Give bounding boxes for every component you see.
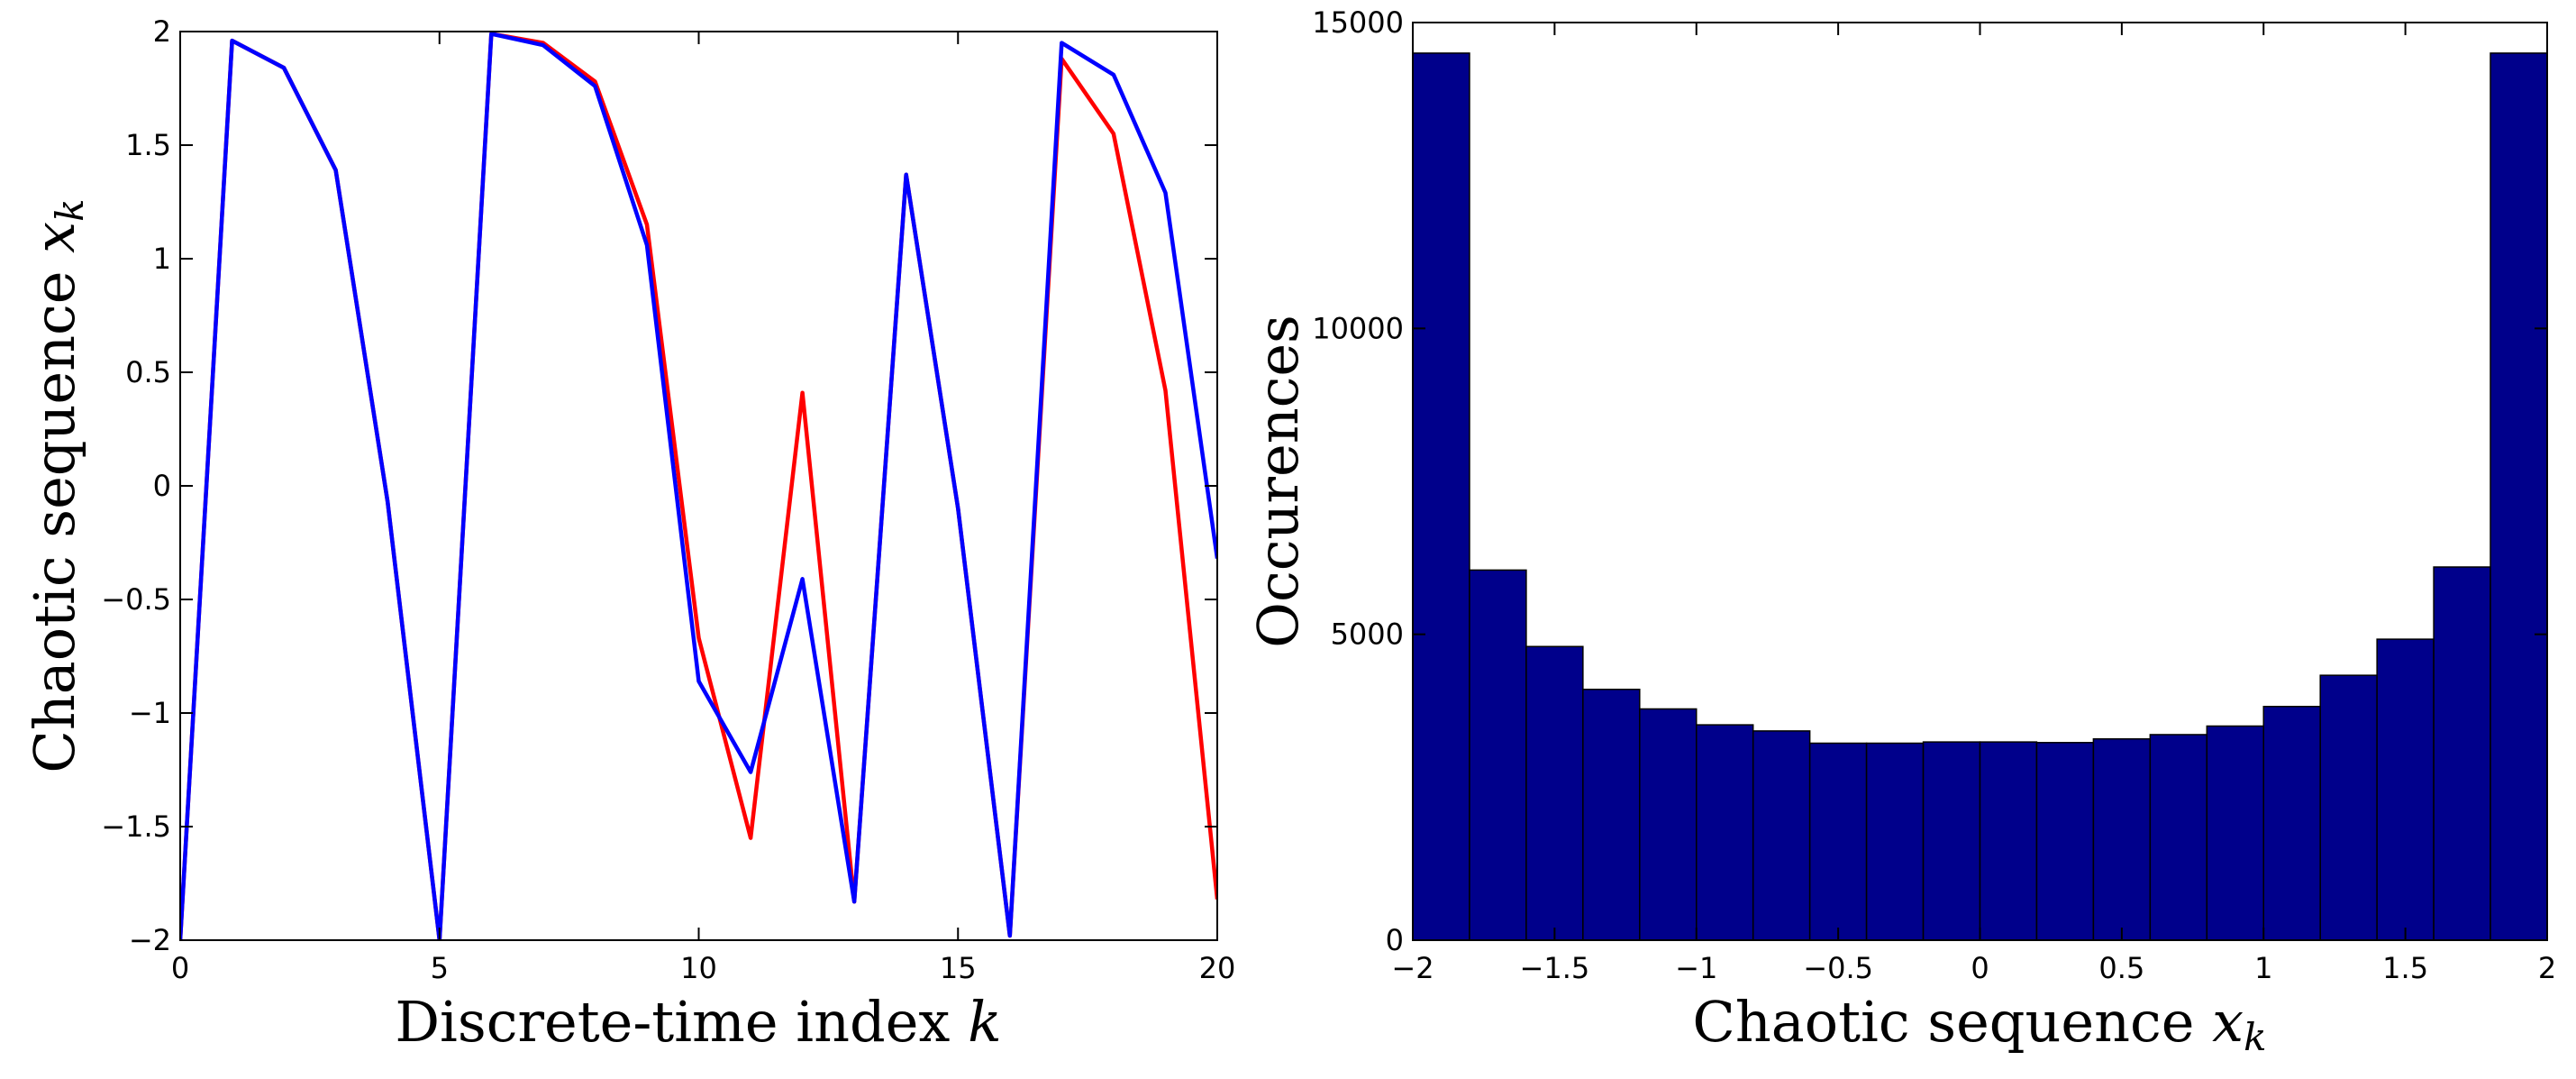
y-tick-label: 1.5 — [125, 128, 171, 162]
histogram-y-axis-label: Occurences — [1245, 315, 1311, 648]
line-chart-y-axis-label: Chaotic sequence xk — [22, 198, 92, 773]
y-tick-label: −1.5 — [101, 809, 171, 844]
histogram-frame — [1412, 22, 2548, 941]
histogram-bar — [2092, 737, 2152, 941]
line-chart-frame — [179, 31, 1218, 941]
x-tick-label: 1.5 — [2382, 951, 2428, 985]
histogram-bar — [2206, 725, 2265, 941]
line-chart-plot-area — [180, 32, 1217, 940]
histogram-chart: −2 −1.5 −1 −0.5 0 0.5 1 1.5 2 0 5000 10000 15000 Cha… — [1245, 5, 2556, 1059]
histogram-bar — [2262, 705, 2321, 941]
x-tick-label: 0 — [1971, 951, 1989, 985]
x-tick-label: −1 — [1675, 951, 1717, 985]
y-tick-label: 0 — [1386, 923, 1404, 957]
x-tick-label: 1 — [2254, 951, 2272, 985]
y-tick-label: 2 — [153, 14, 171, 49]
histogram-x-axis-label: Chaotic sequence xk — [1692, 989, 2266, 1059]
histogram-bar — [2035, 742, 2095, 941]
x-tick-label: 5 — [431, 951, 449, 985]
histogram-bar — [2149, 734, 2208, 941]
y-tick-label: 1 — [153, 242, 171, 276]
x-tick-label: 0 — [171, 951, 189, 985]
histogram-bar — [2433, 566, 2491, 941]
histogram-bar — [2319, 674, 2378, 941]
y-tick-label: 5000 — [1331, 617, 1404, 652]
histogram-bar — [2490, 52, 2548, 941]
y-tick-label: −2 — [129, 923, 171, 957]
line-series-blue — [180, 32, 1217, 940]
histogram-bar — [1639, 708, 1698, 941]
line-chart: 0 5 10 15 20 −2 −1.5 −1 −0.5 0 0.5 1 1.5 2 Discrete-t… — [22, 14, 1235, 1055]
x-tick-label: 15 — [940, 951, 977, 985]
x-tick-label: 10 — [680, 951, 717, 985]
x-tick-label: −1.5 — [1520, 951, 1590, 985]
x-tick-label: 0.5 — [2098, 951, 2144, 985]
histogram-bar — [1865, 742, 1925, 941]
y-tick-label: 0.5 — [125, 355, 171, 389]
line-chart-x-axis-label: Discrete-time index k — [395, 989, 1001, 1055]
x-tick-label: −2 — [1391, 951, 1434, 985]
y-tick-label: 0 — [153, 469, 171, 503]
histogram-ticks: −2 −1.5 −1 −0.5 0 0.5 1 1.5 2 0 5000 10000 15000 — [1312, 5, 2556, 985]
x-tick-label: −0.5 — [1803, 951, 1873, 985]
histogram-bar — [1582, 688, 1641, 941]
histogram-bar — [1525, 645, 1584, 941]
histogram-bar — [1979, 741, 2038, 941]
histogram-bar — [2376, 638, 2435, 941]
x-tick-label: 20 — [1199, 951, 1236, 985]
y-tick-label: −1 — [129, 696, 171, 730]
histogram-bars — [1412, 52, 2548, 941]
line-chart-series-group — [180, 32, 1217, 940]
y-tick-label: 15000 — [1312, 5, 1404, 40]
y-tick-label: 10000 — [1312, 311, 1404, 345]
y-tick-label: −0.5 — [101, 582, 171, 617]
histogram-bar — [1696, 724, 1754, 941]
histogram-bar — [1412, 52, 1470, 941]
histogram-bar — [1469, 569, 1527, 941]
x-tick-label: 2 — [2538, 951, 2556, 985]
histogram-bar — [1808, 742, 1868, 941]
histogram-bar — [1752, 730, 1811, 941]
histogram-bar — [1922, 741, 1981, 941]
